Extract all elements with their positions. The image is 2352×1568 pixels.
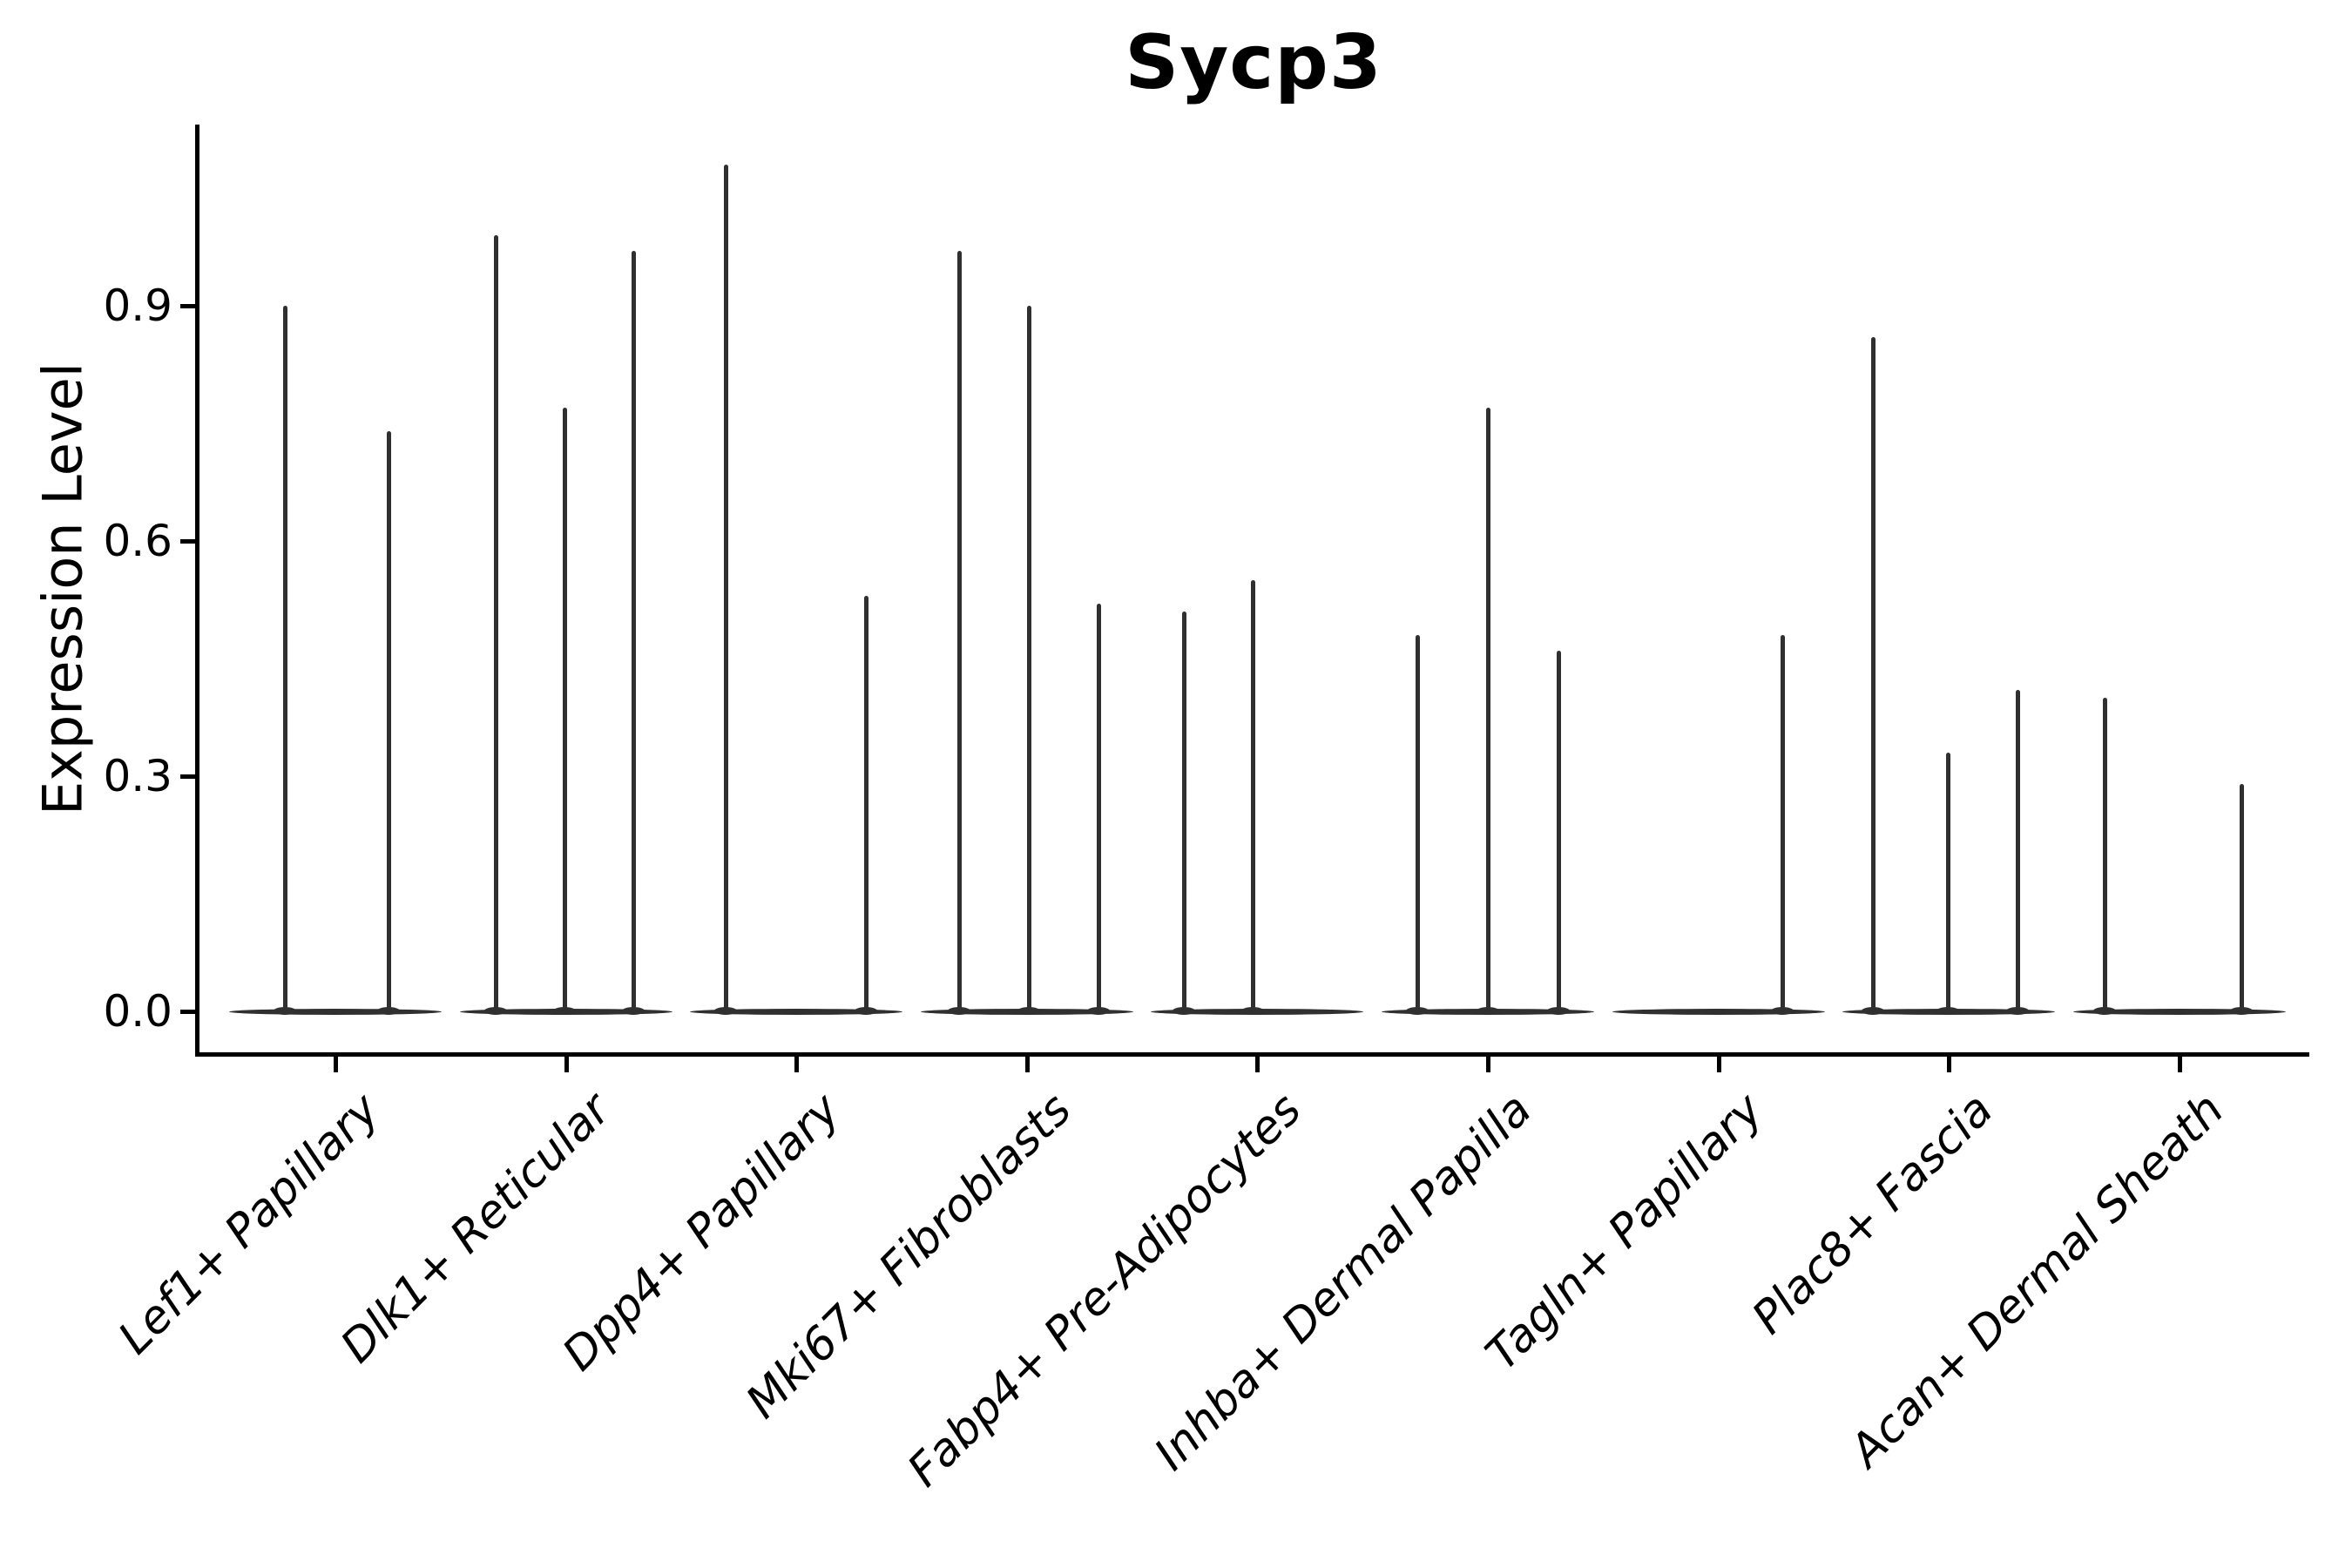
violin-spike: [1416, 635, 1420, 1013]
y-tick-label: 0.3: [103, 751, 172, 801]
x-tick: [2178, 1056, 2182, 1072]
violin-spike: [283, 306, 287, 1013]
y-tick: [180, 774, 197, 779]
violin-spike: [1781, 635, 1785, 1013]
violin-spike: [1251, 580, 1255, 1013]
x-tick: [1717, 1056, 1721, 1072]
y-axis-label: Expression Level: [30, 362, 95, 815]
x-tick: [1486, 1056, 1490, 1072]
violin-base: [1612, 1009, 1825, 1015]
violin-spike: [1871, 337, 1876, 1013]
violin-base: [229, 1009, 442, 1015]
y-tick: [180, 539, 197, 544]
violin-spike: [1027, 306, 1031, 1013]
violin-base: [690, 1009, 902, 1015]
x-tick-label: Fabp4+ Pre-Adipocytes: [897, 1083, 1312, 1497]
x-tick: [1025, 1056, 1030, 1072]
violin-spike: [1097, 604, 1101, 1013]
x-tick: [564, 1056, 569, 1072]
x-tick: [1255, 1056, 1260, 1072]
violin-base: [2073, 1009, 2286, 1015]
y-tick: [180, 1010, 197, 1014]
y-tick-label: 0.9: [103, 280, 172, 331]
violin-spike: [2016, 690, 2020, 1013]
violin-spike: [864, 596, 868, 1013]
x-tick: [794, 1056, 799, 1072]
violin-spike: [1486, 408, 1490, 1013]
violin-spike: [2240, 784, 2244, 1013]
y-tick-label: 0.6: [103, 516, 172, 566]
violin-spike: [387, 431, 391, 1013]
violin-spike: [1182, 612, 1186, 1013]
x-tick-label: Inhba+ Dermal Papilla: [1145, 1083, 1543, 1481]
y-tick: [180, 304, 197, 308]
violin-spike: [563, 408, 567, 1013]
x-tick: [1947, 1056, 1951, 1072]
y-tick-label: 0.0: [103, 986, 172, 1037]
violin-spike: [1946, 753, 1950, 1013]
violin-spike: [632, 251, 636, 1013]
x-tick: [334, 1056, 338, 1072]
violin-spike: [957, 251, 962, 1013]
violin-spike: [1557, 651, 1561, 1013]
violin-spike: [2103, 698, 2107, 1013]
x-axis-spine: [195, 1052, 2309, 1057]
violin-spike: [494, 235, 498, 1013]
plot-title: Sycp3: [1125, 19, 1382, 106]
x-tick-label: Plac8+ Fascia: [1742, 1083, 2004, 1345]
x-tick-label: Acan+ Dermal Sheath: [1840, 1083, 2234, 1477]
violin-spike: [724, 165, 728, 1013]
y-axis-spine: [195, 125, 199, 1057]
